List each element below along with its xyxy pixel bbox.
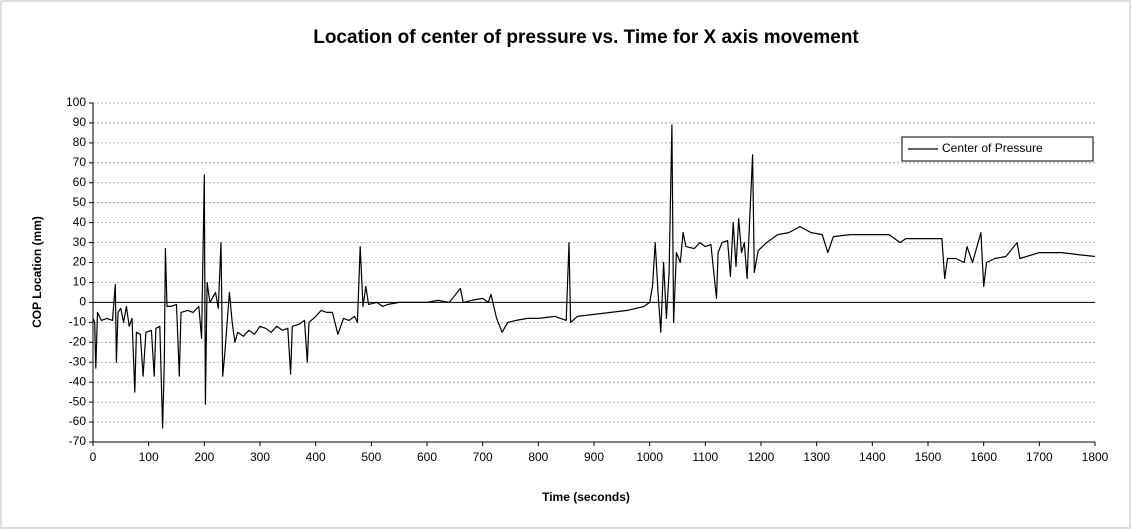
x-tick-label: 1700 <box>1026 450 1053 464</box>
y-tick-label: -50 <box>69 394 87 408</box>
x-tick-label: 1000 <box>636 450 663 464</box>
x-tick-label: 0 <box>90 450 97 464</box>
line-series <box>92 124 1096 429</box>
y-tick-label: 60 <box>73 175 87 189</box>
x-tick-label: 1300 <box>803 450 830 464</box>
y-tick-label: 0 <box>79 295 86 309</box>
y-axis-label: COP Location (mm) <box>30 216 44 328</box>
y-tick-label: -10 <box>69 315 87 329</box>
y-tick-label: 50 <box>73 195 87 209</box>
y-tick-label: -70 <box>69 434 87 448</box>
x-tick-label: 1800 <box>1082 450 1109 464</box>
y-tick-label: -60 <box>69 414 87 428</box>
x-tick-label: 200 <box>194 450 214 464</box>
x-tick-label: 100 <box>139 450 159 464</box>
y-tick-label: 90 <box>73 115 87 129</box>
y-tick-label: 40 <box>73 215 87 229</box>
x-tick-label: 1500 <box>915 450 942 464</box>
y-tick-label: 10 <box>73 275 87 289</box>
x-tick-label: 700 <box>473 450 493 464</box>
y-tick-label: 30 <box>73 235 87 249</box>
x-tick-label: 900 <box>584 450 604 464</box>
y-tick-label: -20 <box>69 334 87 348</box>
x-tick-label: 800 <box>528 450 548 464</box>
y-tick-label: -30 <box>69 354 87 368</box>
legend-label: Center of Pressure <box>942 141 1043 155</box>
y-tick-label: -40 <box>69 374 87 388</box>
y-tick-label: 80 <box>73 135 87 149</box>
x-tick-label: 1100 <box>692 450 718 464</box>
x-tick-label: 1200 <box>748 450 775 464</box>
y-tick-label: 70 <box>73 155 87 169</box>
y-tick-label: 20 <box>73 255 87 269</box>
x-tick-label: 500 <box>361 450 381 464</box>
chart-title: Location of center of pressure vs. Time … <box>313 27 859 48</box>
x-tick-label: 1400 <box>859 450 886 464</box>
x-tick-label: 300 <box>250 450 270 464</box>
x-tick-label: 1600 <box>970 450 997 464</box>
x-axis-label: Time (seconds) <box>542 490 630 504</box>
y-tick-label: 100 <box>66 95 86 109</box>
x-tick-label: 400 <box>306 450 326 464</box>
x-tick-label: 600 <box>417 450 437 464</box>
